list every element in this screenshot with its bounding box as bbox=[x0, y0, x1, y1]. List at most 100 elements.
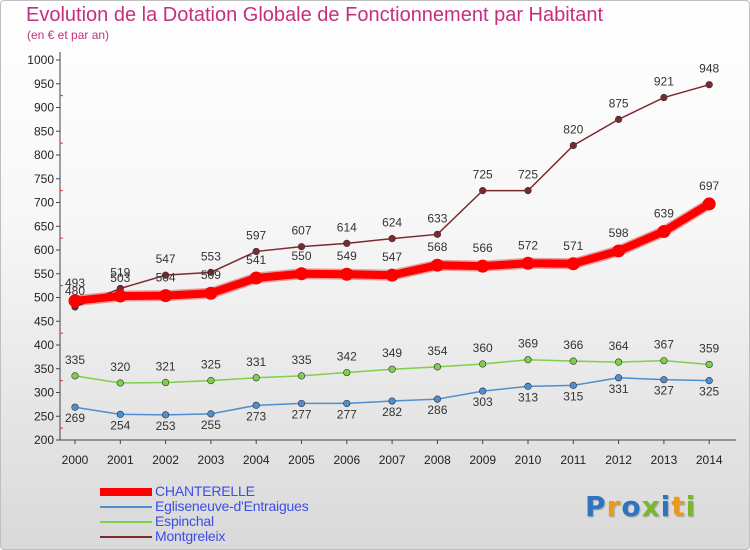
data-label: 253 bbox=[156, 419, 176, 433]
data-point bbox=[569, 381, 577, 389]
data-label: 349 bbox=[382, 346, 402, 360]
legend-swatch bbox=[100, 536, 152, 538]
data-point bbox=[705, 377, 713, 385]
data-label: 568 bbox=[427, 240, 447, 254]
data-point bbox=[297, 372, 306, 380]
data-label: 369 bbox=[518, 337, 538, 351]
data-point bbox=[433, 395, 442, 403]
data-point bbox=[521, 256, 535, 270]
data-point bbox=[479, 187, 487, 195]
data-point bbox=[252, 401, 260, 409]
data-label: 254 bbox=[110, 418, 130, 432]
series-egliseneuve-d-entraigues: 269 254 253 255 273 277 277 282 286 303 313 315 331 3… bbox=[65, 374, 720, 433]
x-tick-label: 2001 bbox=[107, 453, 134, 467]
data-label: 342 bbox=[337, 350, 357, 364]
data-point bbox=[71, 372, 79, 380]
data-point bbox=[388, 397, 396, 405]
y-tick-label: 1000 bbox=[27, 53, 54, 67]
data-label: 313 bbox=[518, 390, 538, 404]
x-tick-label: 2002 bbox=[152, 453, 179, 467]
data-point bbox=[207, 268, 215, 276]
data-point bbox=[297, 243, 306, 251]
data-point bbox=[71, 403, 79, 411]
data-point bbox=[612, 244, 626, 258]
data-point bbox=[614, 374, 623, 382]
data-label: 553 bbox=[201, 249, 221, 263]
x-tick-label: 2000 bbox=[62, 453, 89, 467]
y-tick-label: 750 bbox=[34, 172, 54, 186]
legend-label: Espinchal bbox=[155, 513, 214, 529]
data-label: 503 bbox=[110, 271, 130, 285]
data-label: 321 bbox=[156, 360, 176, 374]
data-point bbox=[524, 356, 532, 364]
data-point bbox=[297, 399, 306, 408]
data-point bbox=[705, 360, 713, 369]
data-label: 315 bbox=[563, 389, 583, 403]
data-point bbox=[340, 267, 354, 281]
data-point bbox=[433, 363, 442, 371]
data-point bbox=[524, 187, 532, 195]
y-tick-label: 850 bbox=[34, 124, 54, 138]
data-label: 320 bbox=[110, 360, 130, 374]
data-label: 269 bbox=[65, 411, 85, 425]
data-point bbox=[388, 365, 396, 373]
data-point bbox=[705, 81, 713, 89]
data-point bbox=[207, 377, 215, 385]
data-point bbox=[116, 379, 124, 387]
data-point bbox=[660, 376, 668, 384]
x-tick-label: 2004 bbox=[243, 453, 270, 467]
data-point bbox=[657, 224, 671, 238]
data-label: 509 bbox=[201, 268, 221, 282]
data-point bbox=[113, 289, 127, 303]
x-tick-label: 2008 bbox=[424, 453, 451, 467]
data-point bbox=[479, 360, 487, 368]
data-label: 480 bbox=[65, 284, 85, 298]
legend-swatch bbox=[100, 506, 152, 508]
data-point bbox=[343, 368, 351, 377]
legend-swatch bbox=[100, 521, 152, 523]
data-point bbox=[614, 358, 623, 366]
data-label: 364 bbox=[609, 339, 629, 353]
x-tick-label: 2009 bbox=[469, 453, 496, 467]
chart-title: Evolution de la Dotation Globale de Fonc… bbox=[26, 4, 604, 26]
data-label: 921 bbox=[654, 75, 674, 89]
data-label: 331 bbox=[609, 382, 629, 396]
data-label: 547 bbox=[156, 252, 176, 266]
x-tick-label: 2005 bbox=[288, 453, 315, 467]
data-point bbox=[566, 257, 580, 271]
y-tick-label: 550 bbox=[34, 267, 54, 281]
data-point bbox=[479, 387, 487, 395]
y-tick-label: 350 bbox=[34, 362, 54, 376]
data-label: 354 bbox=[427, 344, 447, 358]
x-tick-label: 2014 bbox=[696, 453, 723, 467]
y-tick-label: 650 bbox=[34, 219, 54, 233]
data-label: 598 bbox=[609, 226, 629, 240]
data-point bbox=[343, 239, 351, 247]
data-point bbox=[162, 271, 170, 279]
data-label: 549 bbox=[337, 249, 357, 263]
data-label: 331 bbox=[246, 355, 266, 369]
data-point bbox=[614, 115, 623, 123]
data-label: 277 bbox=[337, 407, 357, 421]
data-label: 541 bbox=[246, 253, 266, 267]
data-point bbox=[295, 267, 308, 281]
data-point bbox=[343, 399, 351, 408]
data-label: 325 bbox=[201, 358, 221, 372]
data-point bbox=[702, 197, 716, 211]
x-tick-label: 2012 bbox=[605, 453, 632, 467]
data-point bbox=[162, 378, 170, 387]
data-label: 697 bbox=[699, 179, 719, 193]
y-tick-label: 300 bbox=[34, 386, 54, 400]
data-label: 367 bbox=[654, 338, 674, 352]
x-tick-label: 2003 bbox=[198, 453, 225, 467]
data-point bbox=[388, 235, 396, 243]
y-tick-label: 950 bbox=[34, 77, 54, 91]
data-label: 820 bbox=[563, 123, 583, 137]
legend-swatch bbox=[100, 488, 152, 496]
y-tick-label: 600 bbox=[34, 243, 54, 257]
data-point bbox=[252, 247, 260, 256]
data-label: 303 bbox=[473, 395, 493, 409]
y-tick-label: 200 bbox=[34, 433, 54, 447]
data-label: 875 bbox=[609, 96, 629, 110]
data-label: 639 bbox=[654, 206, 674, 220]
